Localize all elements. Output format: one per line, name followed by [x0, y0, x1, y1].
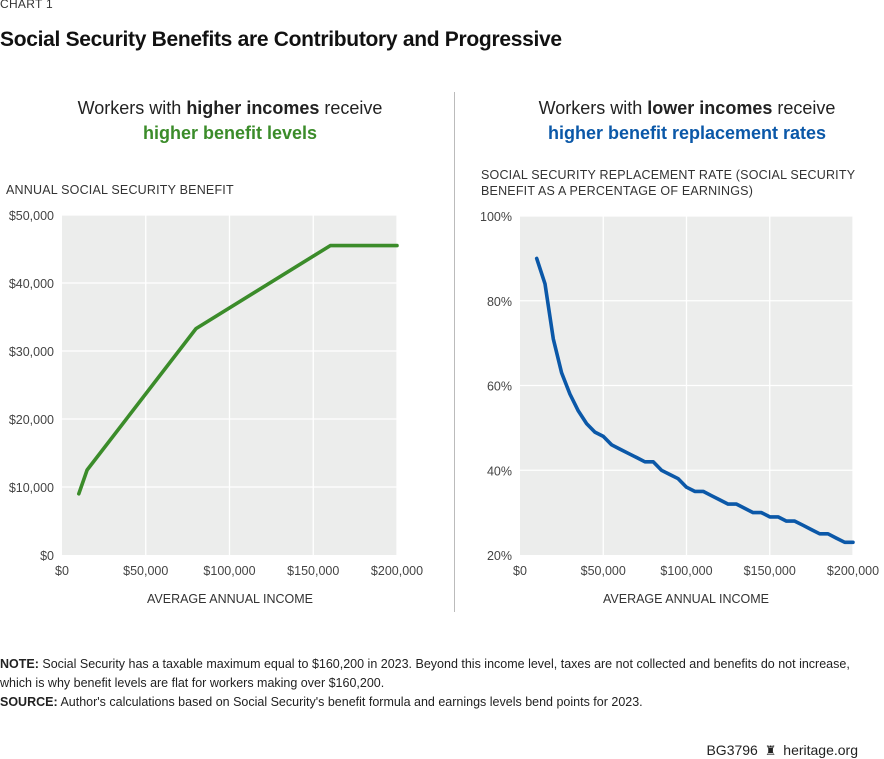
left-subtitle-bold: higher incomes [186, 98, 320, 118]
y-tick-label: 100% [480, 210, 512, 224]
left-y-axis-label: ANNUAL SOCIAL SECURITY BENEFIT [6, 183, 234, 197]
chart-title: Social Security Benefits are Contributor… [0, 28, 562, 51]
panel-divider [454, 92, 455, 612]
left-subtitle: Workers with higher incomes receive [20, 98, 440, 119]
right-subtitle-suffix: receive [772, 98, 836, 118]
right-subtitle-bold: lower incomes [647, 98, 773, 118]
right-subtitle-prefix: Workers with [538, 98, 648, 118]
x-tick-label: $200,000 [827, 564, 879, 578]
y-tick-label: 40% [487, 464, 512, 478]
x-tick-label: $0 [55, 564, 69, 578]
y-tick-label: $30,000 [9, 345, 54, 359]
source: SOURCE: Author's calculations based on S… [0, 693, 884, 712]
y-tick-label: 60% [487, 380, 512, 394]
y-tick-label: $10,000 [9, 481, 54, 495]
x-axis-label: AVERAGE ANNUAL INCOME [147, 592, 313, 606]
x-axis-label: AVERAGE ANNUAL INCOME [603, 592, 769, 606]
left-chart: $0 $50,000 $100,000 $150,000 $200,000 $0 $10,0… [9, 209, 423, 606]
y-tick-label: $40,000 [9, 277, 54, 291]
footer-site: heritage.org [783, 742, 858, 758]
y-tick-label: $50,000 [9, 209, 54, 223]
note-text: Social Security has a taxable maximum eq… [0, 657, 850, 690]
x-tick-label: $0 [513, 564, 527, 578]
source-text: Author's calculations based on Social Se… [57, 695, 643, 709]
left-highlight: higher benefit levels [142, 123, 318, 143]
note-label: NOTE: [0, 657, 39, 671]
x-tick-label: $100,000 [203, 564, 255, 578]
left-subtitle-suffix: receive [319, 98, 383, 118]
y-tick-label: 20% [487, 549, 512, 563]
source-label: SOURCE: [0, 695, 58, 709]
x-tick-label: $200,000 [371, 564, 423, 578]
left-subtitle-prefix: Workers with [77, 98, 187, 118]
x-tick-label: $50,000 [581, 564, 626, 578]
right-chart: $0 $50,000 $100,000 $150,000 $200,000 20% 40% 6… [480, 210, 879, 606]
liberty-bell-icon: ♜ [764, 743, 777, 758]
right-subtitle: Workers with lower incomes receive [477, 98, 884, 119]
right-highlight: higher benefit replacement rates [547, 123, 827, 143]
right-y-axis-label: SOCIAL SECURITY REPLACEMENT RATE (SOCIAL… [481, 168, 856, 198]
x-tick-label: $50,000 [123, 564, 168, 578]
footer-code: BG3796 [706, 742, 758, 758]
x-tick-label: $150,000 [744, 564, 796, 578]
y-tick-label: 80% [487, 295, 512, 309]
y-tick-label: $20,000 [9, 413, 54, 427]
x-tick-label: $150,000 [287, 564, 339, 578]
note: NOTE: Social Security has a taxable maxi… [0, 655, 884, 693]
y-tick-label: $0 [40, 549, 54, 563]
x-tick-label: $100,000 [660, 564, 712, 578]
footer: BG3796 ♜ heritage.org [706, 742, 858, 759]
chart-kicker: CHART 1 [0, 0, 54, 11]
